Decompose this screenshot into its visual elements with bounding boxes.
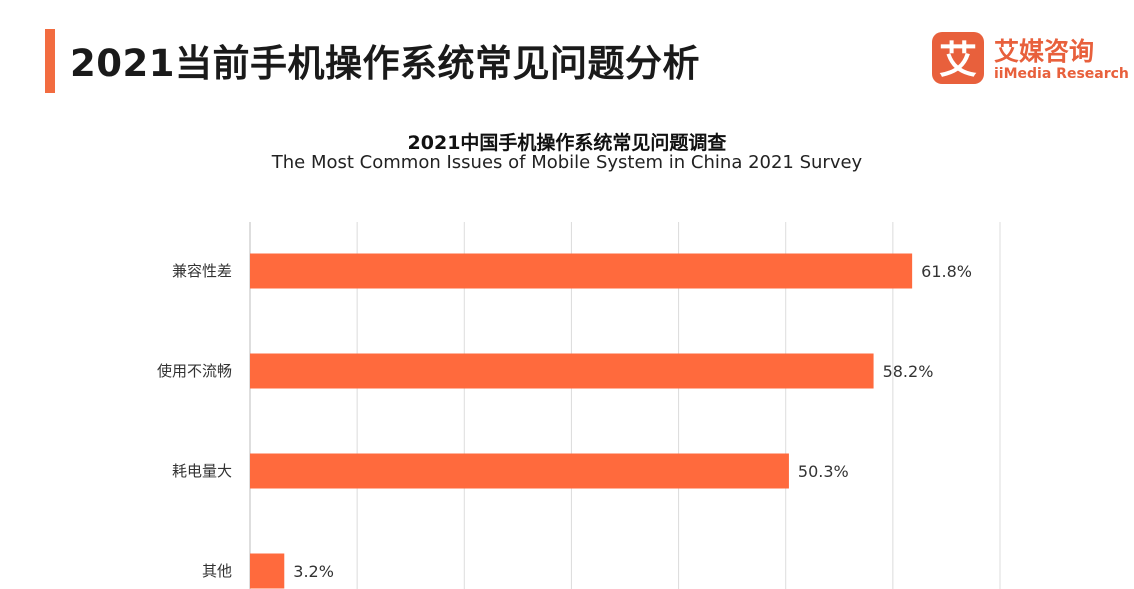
- value-label: 61.8%: [921, 262, 972, 281]
- bar-3: [250, 553, 285, 589]
- value-label: 58.2%: [883, 362, 934, 381]
- title-accent-bar: [45, 29, 55, 93]
- bar-0: [250, 253, 913, 289]
- bar-1: [250, 353, 874, 389]
- category-label: 兼容性差: [172, 262, 232, 280]
- chart-bars: 兼容性差 61.8% 使用不流畅 58.2% 耗电量大 50.3% 其他 3.2%: [157, 253, 972, 589]
- logo-name-en: iiMedia Research: [994, 66, 1129, 82]
- value-label: 50.3%: [798, 462, 849, 481]
- chart-title: 2021中国手机操作系统常见问题调查: [407, 132, 727, 154]
- page-title: 2021当前手机操作系统常见问题分析: [70, 42, 700, 85]
- category-label: 其他: [202, 562, 232, 580]
- logo-mark-icon: 艾: [932, 32, 984, 84]
- iimedia-logo: 艾 艾媒咨询 iiMedia Research: [932, 32, 1129, 86]
- category-label: 使用不流畅: [157, 362, 232, 380]
- svg-text:艾: 艾: [939, 38, 977, 82]
- logo-name-cn: 艾媒咨询: [994, 37, 1095, 66]
- chart-subtitle: The Most Common Issues of Mobile System …: [271, 152, 863, 173]
- bar-2: [250, 453, 789, 489]
- category-label: 耗电量大: [172, 462, 232, 480]
- value-label: 3.2%: [293, 562, 334, 581]
